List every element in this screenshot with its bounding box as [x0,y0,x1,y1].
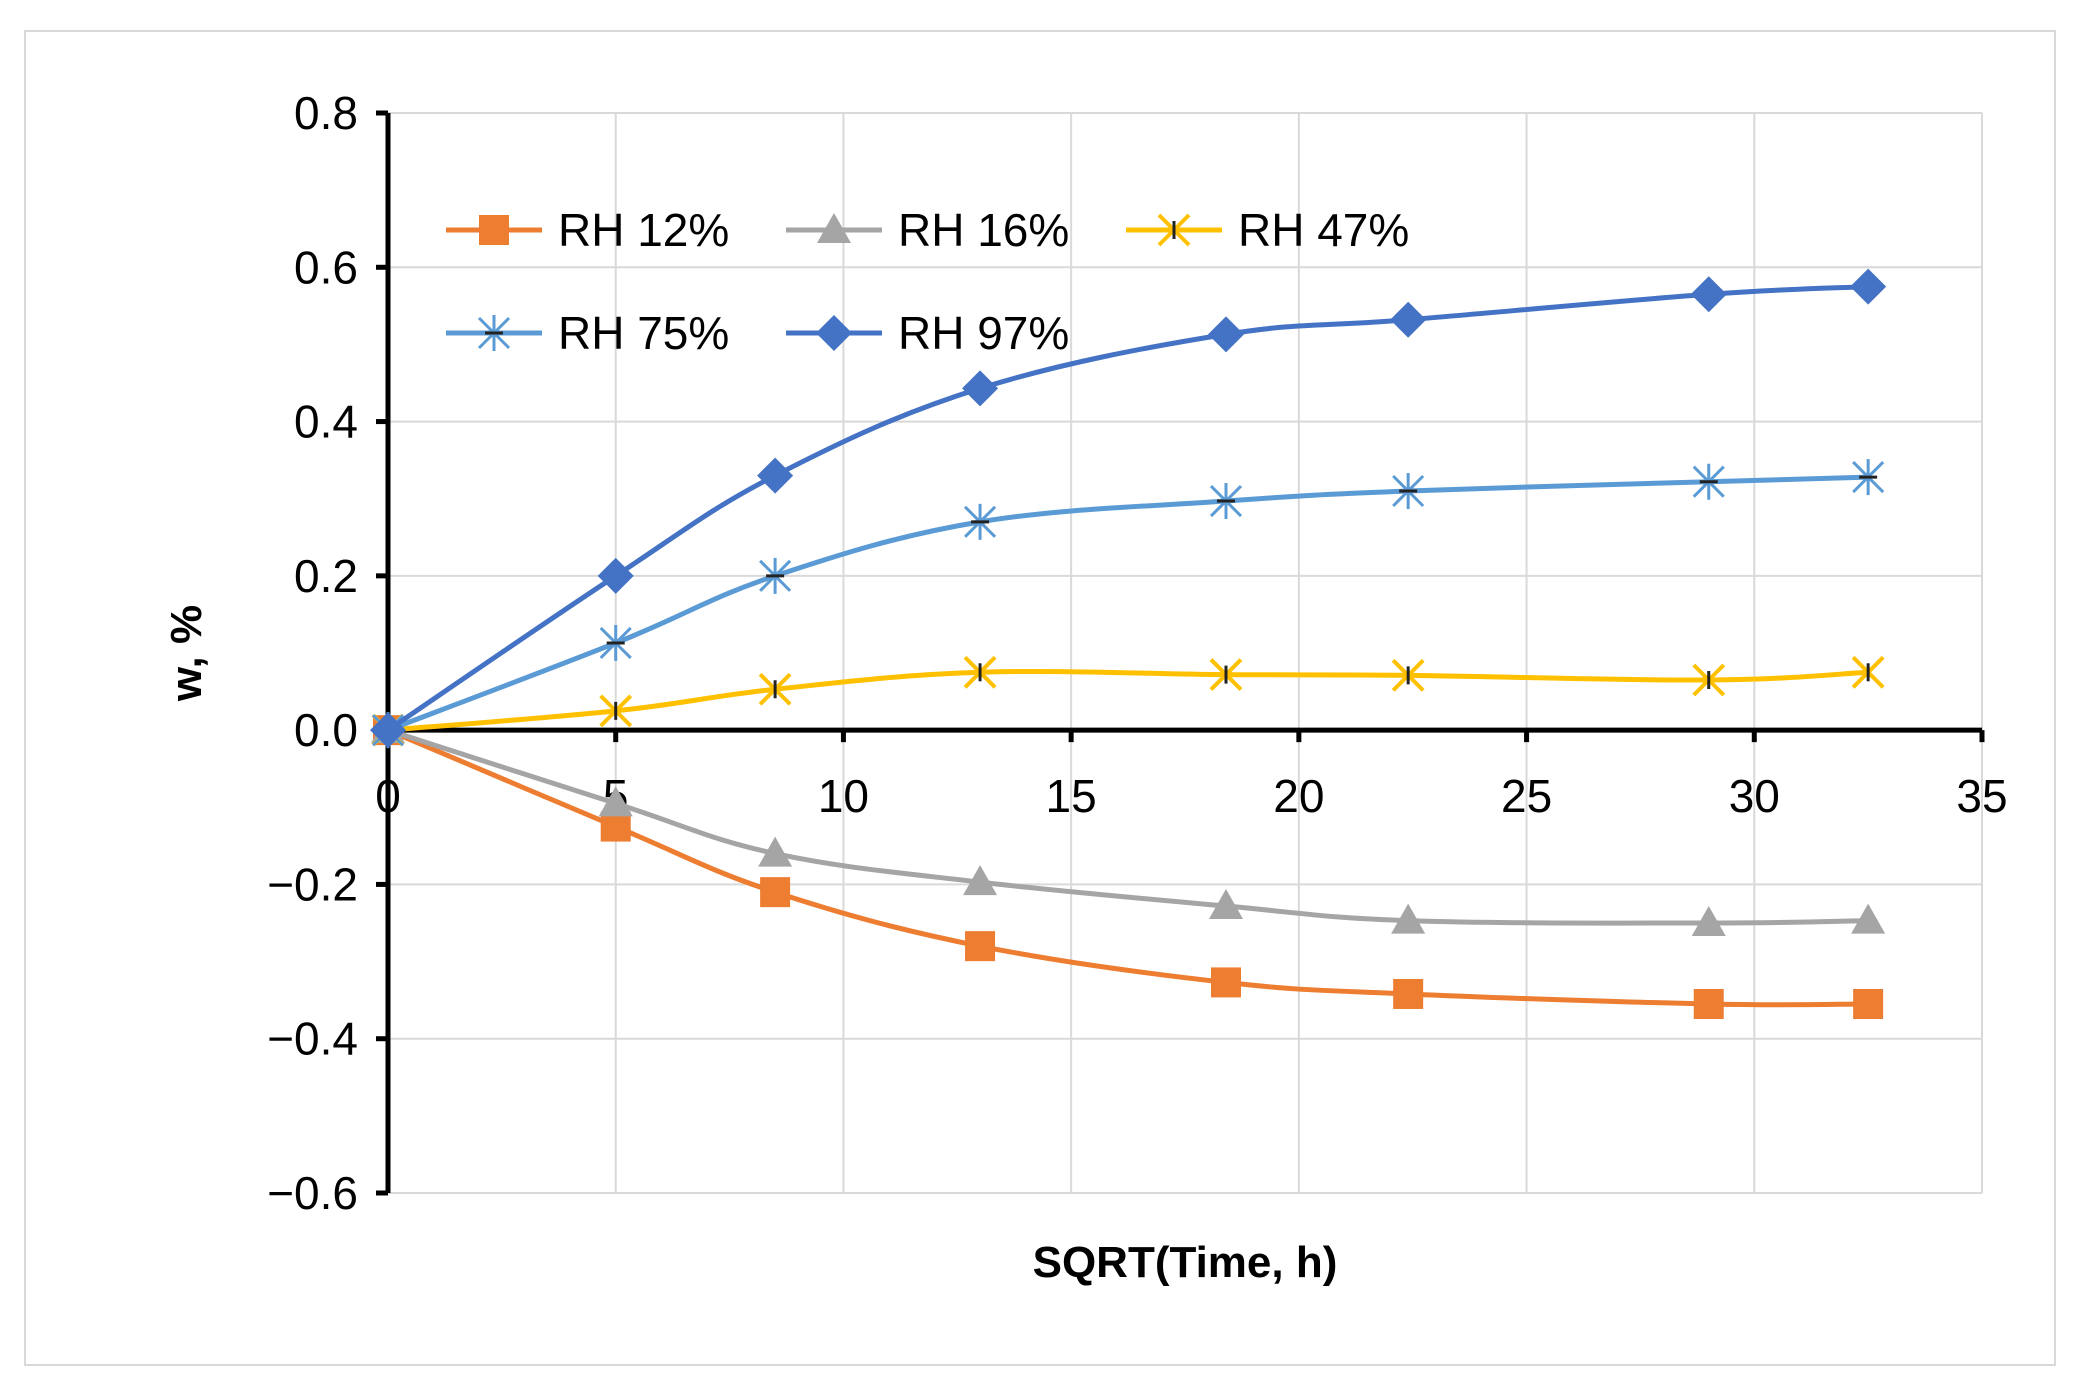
legend-entry-rh-97: RH 97% [786,307,1069,359]
y-tick-label: 0.2 [294,550,358,602]
series-line-rh-16 [387,727,1869,926]
y-tick-label: 0.6 [294,241,358,293]
data-point-rh-12 [1210,967,1241,998]
line-chart: −0.6−0.4−0.20.00.20.40.60.80510152025303… [162,87,2008,1287]
data-point-rh-16 [963,865,998,896]
legend-marker-rh-47 [1157,213,1191,247]
series-line-rh-75 [387,474,1869,733]
data-point-rh-16 [1208,889,1243,920]
x-tick-label: 15 [1046,770,1097,822]
y-tick-label: 0.0 [294,704,358,756]
legend-entry-rh-12: RH 12% [446,204,729,256]
data-point-rh-47 [1851,655,1885,689]
series-rh-97 [370,268,1887,749]
data-point-rh-75 [759,557,792,594]
y-tick-label: 0.4 [294,396,358,448]
data-point-rh-16 [1691,906,1726,936]
data-point-rh-75 [1852,459,1885,496]
data-point-rh-97 [1207,316,1244,353]
data-point-rh-97 [1390,301,1427,338]
x-tick-label: 0 [375,770,401,822]
series [370,268,1887,1019]
data-point-rh-97 [1850,268,1887,305]
legend-label: RH 12% [558,204,729,256]
legend-marker-rh-12 [479,215,509,245]
data-point-rh-75 [1209,483,1243,520]
chart-frame: −0.6−0.4−0.20.00.20.40.60.80510152025303… [24,30,2056,1366]
data-point-rh-16 [598,786,633,817]
data-point-rh-47 [1209,658,1243,692]
data-point-rh-97 [370,712,406,749]
x-tick-label: 30 [1729,770,1780,822]
legend: RH 12% RH 16% RH 47% RH 75% RH 97% [446,204,1409,359]
data-point-rh-47 [1692,663,1726,697]
data-point-rh-97 [757,457,794,494]
data-point-rh-47 [599,694,633,728]
legend-marker-rh-75 [477,315,511,351]
legend-marker-rh-97 [816,315,852,351]
x-axis-title: SQRT(Time, h) [1033,1238,1338,1287]
data-point-rh-97 [962,370,999,407]
data-point-rh-16 [1391,903,1426,934]
data-point-rh-12 [965,931,996,962]
legend-marker-rh-16 [817,213,851,243]
data-point-rh-97 [597,557,634,594]
data-point-rh-12 [1693,989,1724,1019]
data-point-rh-47 [1391,658,1425,692]
y-axis-title: w, % [162,605,211,702]
series-rh-75 [371,459,1885,749]
data-point-rh-97 [1690,276,1727,313]
data-point-rh-75 [1692,463,1725,500]
x-tick-label: 25 [1501,770,1552,822]
data-point-rh-75 [599,624,632,661]
legend-label: RH 16% [898,204,1069,256]
data-point-rh-12 [1393,978,1424,1009]
tick-labels: −0.6−0.4−0.20.00.20.40.60.80510152025303… [267,87,2007,1219]
legend-label: RH 97% [898,307,1069,359]
series-rh-16 [371,713,1886,936]
data-point-rh-47 [758,672,792,706]
data-point-rh-47 [963,655,997,689]
series-rh-12 [373,715,1884,1019]
series-rh-47 [371,655,1885,747]
legend-entry-rh-75: RH 75% [446,307,729,359]
data-point-rh-75 [963,503,997,540]
axes [376,110,1985,1196]
x-tick-label: 10 [818,770,869,822]
y-tick-label: −0.6 [267,1167,358,1219]
legend-entry-rh-16: RH 16% [786,204,1069,256]
series-line-rh-47 [387,668,1869,733]
data-point-rh-16 [1851,903,1886,934]
y-tick-label: 0.8 [294,87,358,139]
legend-label: RH 75% [558,307,729,359]
x-tick-label: 35 [1956,770,2007,822]
data-point-rh-12 [760,877,791,908]
y-tick-label: −0.2 [267,858,358,910]
data-point-rh-16 [758,836,793,867]
y-tick-label: −0.4 [267,1013,358,1065]
data-point-rh-12 [1853,989,1884,1019]
x-tick-label: 20 [1273,770,1324,822]
data-point-rh-75 [1392,473,1425,509]
legend-entry-rh-47: RH 47% [1126,204,1409,256]
data-point-rh-12 [600,811,631,842]
legend-label: RH 47% [1238,204,1409,256]
